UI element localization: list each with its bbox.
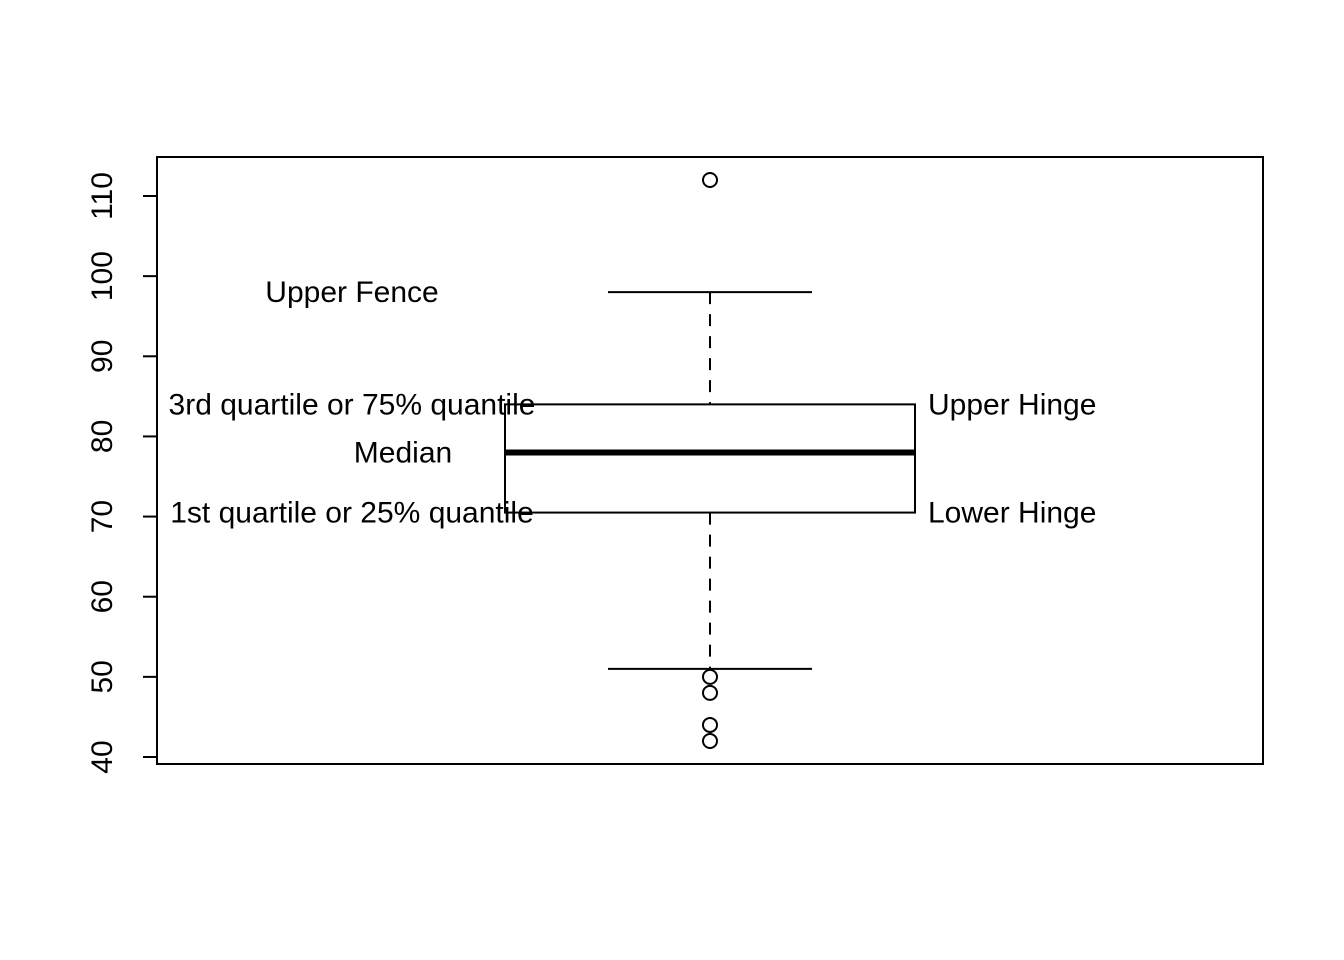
outlier-point (702, 684, 718, 701)
y-axis: 40 50 60 70 80 90 100 110 (86, 172, 158, 774)
y-tick-label: 60 (86, 580, 119, 613)
y-tick-label: 100 (86, 251, 119, 301)
annotations: Upper Fence 3rd quartile or 75% quantile M… (169, 276, 1097, 529)
annotation-q3: 3rd quartile or 75% quantile (169, 388, 536, 421)
annotation-upper-fence: Upper Fence (265, 276, 438, 309)
y-tick-label: 70 (86, 500, 119, 533)
y-tick-label: 80 (86, 420, 119, 453)
plot-frame (156, 156, 1264, 765)
annotation-median: Median (354, 436, 452, 469)
annotation-lower-hinge: Lower Hinge (928, 497, 1096, 530)
outlier-point (702, 171, 718, 188)
box-plot (504, 291, 916, 670)
annotation-q1: 1st quartile or 25% quantile (170, 497, 534, 530)
outlier-point (702, 668, 718, 685)
interquartile-box (504, 403, 916, 514)
y-tick-label: 40 (86, 740, 119, 773)
y-tick-label: 50 (86, 660, 119, 693)
y-tick-label: 110 (86, 172, 119, 220)
outlier-point (702, 716, 718, 733)
y-tick-label: 90 (86, 340, 119, 373)
outliers (702, 171, 718, 749)
outlier-point (702, 732, 718, 749)
annotation-upper-hinge: Upper Hinge (928, 388, 1096, 421)
